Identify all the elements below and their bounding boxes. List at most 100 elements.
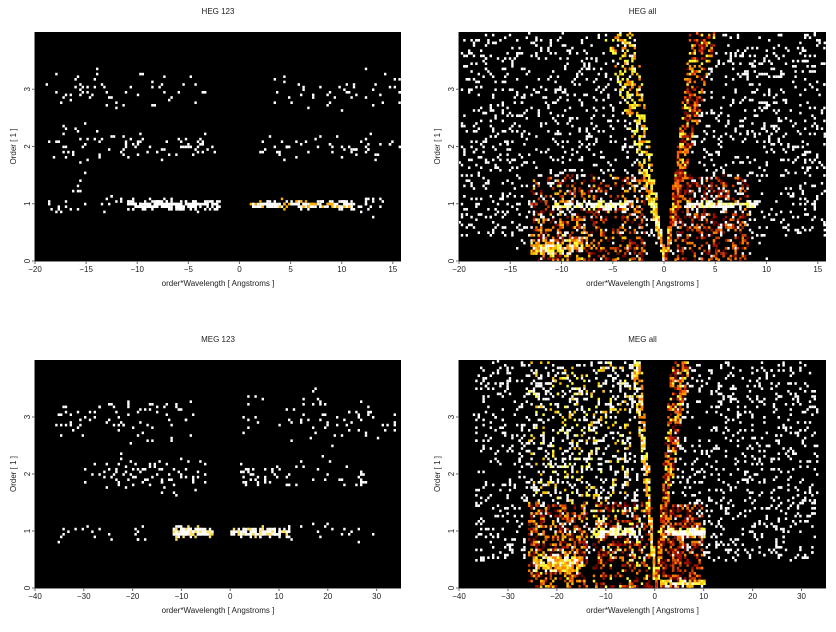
count-cell bbox=[274, 205, 276, 208]
count-cell bbox=[794, 75, 796, 78]
count-cell bbox=[266, 203, 268, 206]
count-cell bbox=[773, 75, 775, 78]
count-cell bbox=[698, 216, 700, 219]
count-cell bbox=[710, 234, 712, 237]
count-cell bbox=[295, 203, 297, 206]
count-cell bbox=[634, 242, 636, 245]
count-cell bbox=[607, 211, 609, 214]
count-cell bbox=[581, 239, 583, 242]
count-cell bbox=[614, 140, 616, 143]
count-cell bbox=[715, 169, 717, 172]
count-cell bbox=[590, 216, 592, 219]
count-cell bbox=[650, 203, 652, 206]
count-cell bbox=[492, 231, 494, 234]
count-cell bbox=[643, 242, 645, 245]
count-cell bbox=[768, 75, 770, 78]
count-cell bbox=[518, 177, 520, 180]
count-cell bbox=[581, 190, 583, 193]
count-cell bbox=[773, 218, 775, 221]
count-cell bbox=[94, 86, 96, 89]
count-cell bbox=[144, 468, 146, 471]
count-cell bbox=[816, 198, 818, 201]
count-cell bbox=[758, 242, 760, 245]
count-cell bbox=[286, 530, 288, 533]
count-cell bbox=[770, 208, 772, 211]
count-cell bbox=[672, 218, 674, 221]
count-cell bbox=[398, 101, 400, 104]
count-cell bbox=[600, 198, 602, 201]
count-cell bbox=[619, 200, 621, 203]
count-cell bbox=[641, 83, 643, 86]
count-cell bbox=[115, 107, 117, 110]
count-cell bbox=[593, 177, 595, 180]
count-cell bbox=[127, 156, 129, 159]
count-cell bbox=[746, 130, 748, 133]
count-cell bbox=[619, 234, 621, 237]
count-cell bbox=[391, 140, 393, 143]
count-cell bbox=[749, 161, 751, 164]
count-cell bbox=[624, 221, 626, 224]
count-cell bbox=[542, 234, 544, 237]
count-cell bbox=[540, 86, 542, 89]
count-cell bbox=[77, 208, 79, 211]
count-cell bbox=[343, 528, 345, 531]
count-cell bbox=[670, 208, 672, 211]
count-cell bbox=[614, 208, 616, 211]
count-cell bbox=[266, 530, 268, 533]
count-cell bbox=[65, 200, 67, 203]
count-cell bbox=[550, 244, 552, 247]
count-cell bbox=[202, 140, 204, 143]
count-cell bbox=[163, 486, 165, 489]
count-cell bbox=[816, 127, 818, 130]
count-cell bbox=[516, 247, 518, 250]
count-cell bbox=[206, 533, 208, 536]
count-cell bbox=[626, 247, 628, 250]
count-cell bbox=[559, 200, 561, 203]
count-cell bbox=[804, 55, 806, 58]
count-cell bbox=[766, 174, 768, 177]
count-cell bbox=[166, 200, 168, 203]
count-cell bbox=[305, 140, 307, 143]
count-cell bbox=[648, 156, 650, 159]
count-cell bbox=[710, 159, 712, 162]
count-cell bbox=[475, 164, 477, 167]
count-cell bbox=[689, 213, 691, 216]
count-cell bbox=[86, 91, 88, 94]
count-cell bbox=[737, 156, 739, 159]
count-cell bbox=[569, 250, 571, 253]
count-cell bbox=[662, 255, 664, 258]
count-cell bbox=[530, 107, 532, 110]
count-cell bbox=[682, 166, 684, 169]
count-cell bbox=[578, 239, 580, 242]
count-cell bbox=[281, 198, 283, 201]
count-cell bbox=[739, 133, 741, 136]
count-cell bbox=[610, 120, 612, 123]
count-cell bbox=[694, 195, 696, 198]
count-cell bbox=[173, 468, 175, 471]
count-cell bbox=[634, 130, 636, 133]
count-cell bbox=[667, 244, 669, 247]
count-cell bbox=[286, 536, 288, 539]
count-cell bbox=[137, 538, 139, 541]
count-cell bbox=[766, 107, 768, 110]
count-cell bbox=[686, 91, 688, 94]
count-cell bbox=[192, 530, 194, 533]
count-cell bbox=[732, 213, 734, 216]
count-cell bbox=[530, 250, 532, 253]
count-cell bbox=[780, 70, 782, 73]
count-cell bbox=[701, 78, 703, 81]
count-cell bbox=[636, 244, 638, 247]
count-cell bbox=[566, 221, 568, 224]
count-cell bbox=[710, 187, 712, 190]
count-cell bbox=[540, 244, 542, 247]
count-cell bbox=[199, 203, 201, 206]
count-cell bbox=[672, 203, 674, 206]
count-cell bbox=[679, 221, 681, 224]
count-cell bbox=[557, 130, 559, 133]
count-cell bbox=[533, 211, 535, 214]
count-cell bbox=[737, 34, 739, 37]
count-cell bbox=[742, 99, 744, 102]
count-cell bbox=[62, 96, 64, 99]
count-cell bbox=[175, 153, 177, 156]
count-cell bbox=[394, 86, 396, 89]
